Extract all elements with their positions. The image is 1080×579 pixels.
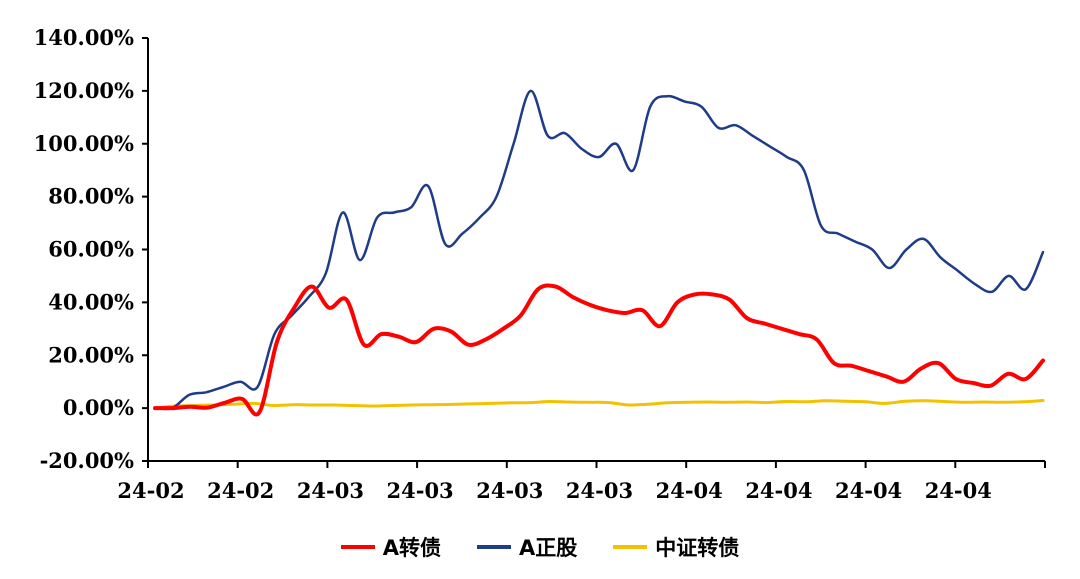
legend-label-index: 中证转债 <box>655 536 740 560</box>
legend-label-a-stock: A正股 <box>519 536 578 560</box>
legend: A转债 A正股 中证转债 <box>0 532 1080 562</box>
x-tick-label: 24-02 <box>117 478 184 503</box>
y-tick-label: 40.00% <box>48 289 134 314</box>
legend-item-a-bond: A转债 <box>340 532 441 562</box>
x-tick-label: 24-03 <box>566 478 633 503</box>
legend-item-index: 中证转债 <box>613 532 739 562</box>
x-tick-label: 24-04 <box>656 478 723 503</box>
y-axis: 140.00% 120.00% 100.00% 80.00% 60.00% 40.00% 2… <box>34 25 149 473</box>
x-axis: 24-02 24-02 24-03 24-03 24-03 24-03 24-04 24-04… <box>117 460 1046 503</box>
x-tick-label: 24-04 <box>835 478 902 503</box>
y-tick-label: -20.00% <box>40 448 134 473</box>
y-tick-label: 100.00% <box>34 131 134 156</box>
y-tick-label: 80.00% <box>48 184 134 209</box>
legend-swatch-a-stock <box>477 545 511 549</box>
y-tick-label: 120.00% <box>34 78 134 103</box>
series-line-a-bond <box>153 283 1045 417</box>
legend-swatch-index <box>613 545 648 549</box>
x-tick-label: 24-03 <box>297 478 364 503</box>
series-lines <box>153 89 1045 417</box>
x-tick-label: 24-02 <box>207 478 274 503</box>
series-line-index <box>153 399 1045 410</box>
legend-item-a-stock: A正股 <box>477 532 577 562</box>
x-tick-label: 24-03 <box>476 478 543 503</box>
y-tick-label: 140.00% <box>34 25 134 50</box>
x-tick-label: 24-03 <box>387 478 454 503</box>
y-tick-label: 60.00% <box>48 237 134 262</box>
legend-label-a-bond: A转债 <box>382 536 441 560</box>
x-tick-label: 24-04 <box>745 478 812 503</box>
legend-swatch-a-bond <box>340 545 375 549</box>
y-tick-label: 20.00% <box>48 342 134 367</box>
series-line-a-stock <box>153 89 1045 411</box>
x-tick-label: 24-04 <box>925 478 992 503</box>
y-tick-label: 0.00% <box>63 395 134 420</box>
